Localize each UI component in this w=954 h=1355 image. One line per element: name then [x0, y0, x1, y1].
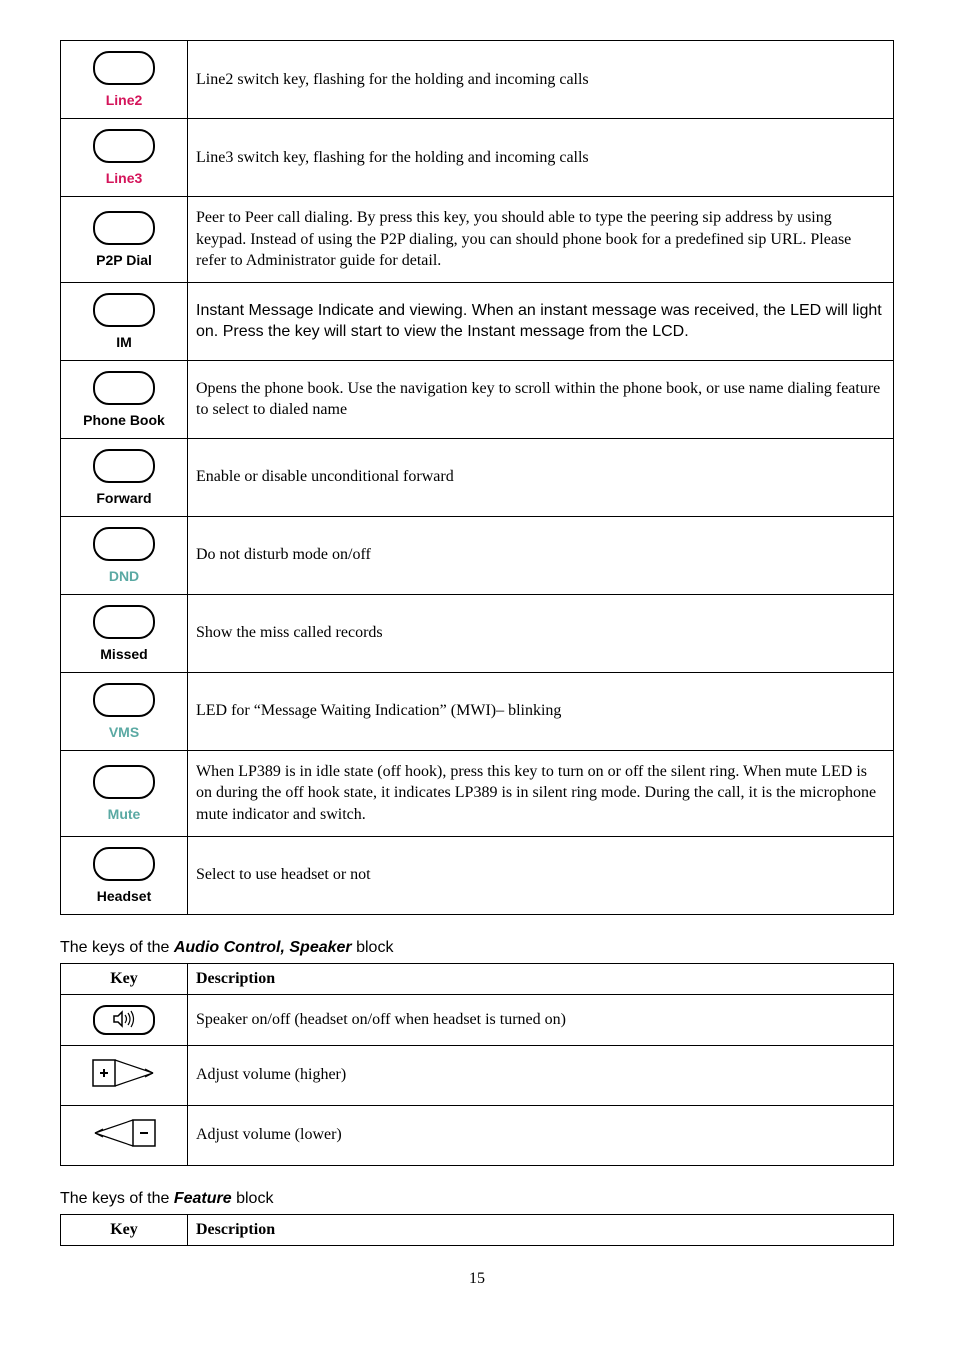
key-description: Show the miss called records	[188, 594, 894, 672]
audio-control-table: Key Description Speaker on/off (headset …	[60, 963, 894, 1166]
speaker-key-cell	[61, 994, 188, 1045]
key-cell-headset: Headset	[61, 836, 188, 914]
audio-title-prefix: The keys of the	[60, 939, 174, 956]
speaker-desc: Speaker on/off (headset on/off when head…	[188, 994, 894, 1045]
key-cell-im: IM	[61, 282, 188, 360]
key-cell-mute: Mute	[61, 750, 188, 836]
button-oval-icon	[93, 847, 155, 881]
button-oval-icon	[93, 449, 155, 483]
voldown-desc: Adjust volume (lower)	[188, 1105, 894, 1165]
key-label: Line2	[69, 92, 179, 108]
key-description: Instant Message Indicate and viewing. Wh…	[188, 282, 894, 360]
button-oval-icon	[93, 765, 155, 799]
key-cell-forward: Forward	[61, 438, 188, 516]
feature-head-desc: Description	[188, 1214, 894, 1245]
feature-title-bold: Feature	[174, 1190, 232, 1207]
key-cell-line3: Line3	[61, 119, 188, 197]
key-description: Peer to Peer call dialing. By press this…	[188, 197, 894, 283]
key-label: Mute	[69, 806, 179, 822]
key-label: DND	[69, 568, 179, 584]
audio-title-bold: Audio Control, Speaker	[174, 939, 352, 956]
key-cell-line2: Line2	[61, 41, 188, 119]
key-description: Line3 switch key, flashing for the holdi…	[188, 119, 894, 197]
feature-head-key: Key	[61, 1214, 188, 1245]
feature-table: Key Description	[60, 1214, 894, 1246]
key-label: Line3	[69, 170, 179, 186]
audio-head-desc: Description	[188, 963, 894, 994]
phone-keys-table: Line2 Line2 switch key, flashing for the …	[60, 40, 894, 915]
feature-title-prefix: The keys of the	[60, 1190, 174, 1207]
volup-key-cell	[61, 1045, 188, 1105]
key-description: Select to use headset or not	[188, 836, 894, 914]
button-oval-icon	[93, 293, 155, 327]
key-label: Phone Book	[69, 412, 179, 428]
speaker-icon	[93, 1005, 155, 1035]
feature-title-suffix: block	[232, 1190, 274, 1207]
button-oval-icon	[93, 605, 155, 639]
volup-desc: Adjust volume (higher)	[188, 1045, 894, 1105]
volume-up-icon	[89, 1056, 159, 1090]
button-oval-icon	[93, 129, 155, 163]
key-description: Opens the phone book. Use the navigation…	[188, 360, 894, 438]
audio-head-key: Key	[61, 963, 188, 994]
key-cell-vms: VMS	[61, 672, 188, 750]
button-oval-icon	[93, 683, 155, 717]
voldown-key-cell	[61, 1105, 188, 1165]
volume-down-icon	[89, 1116, 159, 1150]
key-label: IM	[69, 334, 179, 350]
key-label: Forward	[69, 490, 179, 506]
key-cell-missed: Missed	[61, 594, 188, 672]
audio-section-title: The keys of the Audio Control, Speaker b…	[60, 939, 894, 957]
key-label: Headset	[69, 888, 179, 904]
button-oval-icon	[93, 371, 155, 405]
key-cell-phone-book: Phone Book	[61, 360, 188, 438]
key-label: Missed	[69, 646, 179, 662]
page-number: 15	[60, 1270, 894, 1288]
button-oval-icon	[93, 51, 155, 85]
button-oval-icon	[93, 211, 155, 245]
key-cell-p2p-dial: P2P Dial	[61, 197, 188, 283]
key-description: Enable or disable unconditional forward	[188, 438, 894, 516]
key-description: Line2 switch key, flashing for the holdi…	[188, 41, 894, 119]
key-label: VMS	[69, 724, 179, 740]
key-description: When LP389 is in idle state (off hook), …	[188, 750, 894, 836]
button-oval-icon	[93, 527, 155, 561]
key-description: Do not disturb mode on/off	[188, 516, 894, 594]
feature-section-title: The keys of the Feature block	[60, 1190, 894, 1208]
key-cell-dnd: DND	[61, 516, 188, 594]
audio-title-suffix: block	[352, 939, 394, 956]
key-label: P2P Dial	[69, 252, 179, 268]
key-description: LED for “Message Waiting Indication” (MW…	[188, 672, 894, 750]
